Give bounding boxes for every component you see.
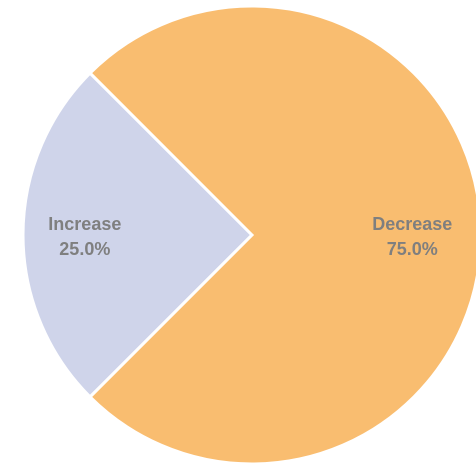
slice-percent-increase: 25.0% (59, 239, 110, 259)
pie-slice-increase (21, 70, 255, 400)
pie-labels: Increase 25.0% Decrease 75.0% (48, 214, 452, 259)
slice-percent-decrease: 75.0% (387, 239, 438, 259)
pie-slices (21, 4, 476, 464)
pie-slice-decrease (87, 4, 476, 464)
slice-label-increase: Increase (48, 214, 121, 234)
slice-label-decrease: Decrease (372, 214, 452, 234)
